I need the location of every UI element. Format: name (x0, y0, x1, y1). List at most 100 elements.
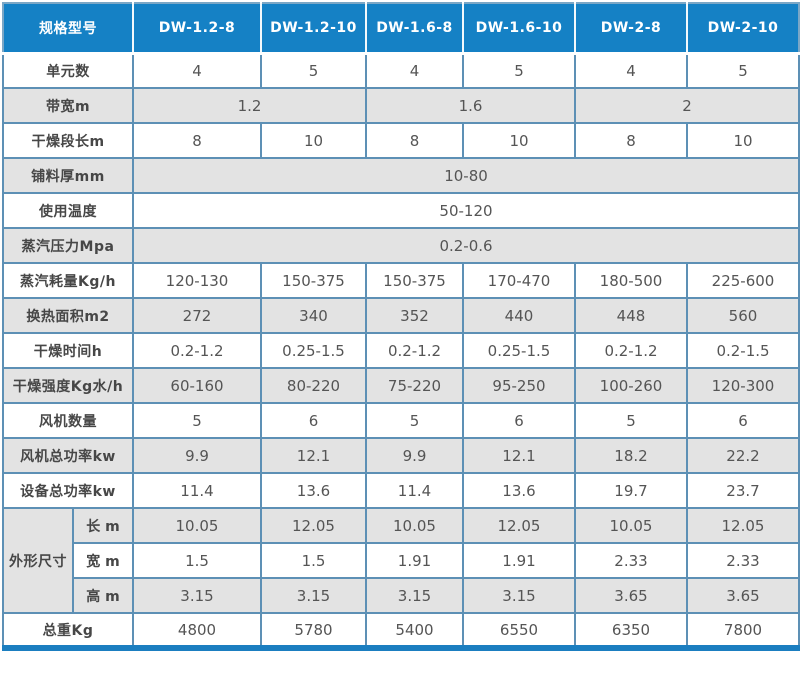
spec-value-cell: 150-375 (260, 262, 367, 299)
row-label: 干燥段长m (2, 122, 134, 159)
spec-value-cell: 75-220 (365, 367, 464, 404)
spec-value-cell: 3.65 (574, 577, 688, 614)
table-row: 风机总功率kw 9.9 12.1 9.9 12.1 18.2 22.2 (2, 437, 800, 474)
spec-value-cell: 8 (365, 122, 464, 159)
row-group-label: 外形尺寸 (2, 507, 74, 614)
spec-value-cell: 10.05 (365, 507, 464, 544)
row-label: 总重Kg (2, 612, 134, 649)
spec-value-cell: 5 (686, 52, 800, 89)
model-column-header: DW-1.6-10 (462, 3, 575, 55)
spec-value-cell: 10 (686, 122, 800, 159)
spec-value-cell: 5 (365, 402, 464, 439)
spec-value-cell: 6550 (462, 612, 576, 649)
spec-value-cell: 560 (686, 297, 800, 334)
spec-value-cell: 1.6 (365, 87, 576, 124)
spec-value-cell: 5 (260, 52, 367, 89)
spec-value-cell: 3.15 (462, 577, 576, 614)
spec-value-cell: 10-80 (132, 157, 800, 194)
spec-value-cell: 3.65 (686, 577, 800, 614)
spec-value-cell: 2.33 (574, 542, 688, 579)
spec-value-cell: 440 (462, 297, 576, 334)
spec-value-cell: 12.05 (686, 507, 800, 544)
spec-value-cell: 2.33 (686, 542, 800, 579)
table-row: 干燥强度Kg水/h 60-160 80-220 75-220 95-250 100-260… (2, 367, 800, 404)
spec-value-cell: 8 (574, 122, 688, 159)
spec-value-cell: 4800 (132, 612, 262, 649)
spec-value-cell: 170-470 (462, 262, 576, 299)
spec-value-cell: 0.2-1.2 (365, 332, 464, 369)
spec-value-cell: 448 (574, 297, 688, 334)
table-row: 风机数量 5 6 5 6 5 6 (2, 402, 800, 439)
table-row: 总重Kg 4800 5780 5400 6550 6350 7800 (2, 612, 800, 649)
row-label: 单元数 (2, 52, 134, 89)
spec-value-cell: 180-500 (574, 262, 688, 299)
product-spec-table: 规格型号 DW-1.2-8 DW-1.2-10 DW-1.6-8 DW-1.6-10 DW… (2, 2, 800, 651)
table-body: 单元数 4 5 4 5 4 5 带宽m 1.2 1.6 2 干燥段长m 8 10 8 10 8 10 铺料厚mm 10… (2, 52, 800, 649)
spec-value-cell: 0.25-1.5 (260, 332, 367, 369)
spec-value-cell: 225-600 (686, 262, 800, 299)
table-row: 干燥段长m 8 10 8 10 8 10 (2, 122, 800, 159)
spec-value-cell: 1.5 (132, 542, 262, 579)
spec-value-cell: 12.1 (462, 437, 576, 474)
table-row: 蒸汽耗量Kg/h 120-130 150-375 150-375 170-470 180-… (2, 262, 800, 299)
spec-value-cell: 10.05 (574, 507, 688, 544)
spec-value-cell: 80-220 (260, 367, 367, 404)
spec-value-cell: 12.05 (462, 507, 576, 544)
spec-value-cell: 60-160 (132, 367, 262, 404)
table-row: 使用温度 50-120 (2, 192, 800, 229)
spec-table-container: 规格型号 DW-1.2-8 DW-1.2-10 DW-1.6-8 DW-1.6-10 DW… (2, 2, 800, 651)
row-label: 蒸汽耗量Kg/h (2, 262, 134, 299)
row-label: 设备总功率kw (2, 472, 134, 509)
spec-value-cell: 6 (686, 402, 800, 439)
row-label: 干燥强度Kg水/h (2, 367, 134, 404)
spec-value-cell: 9.9 (365, 437, 464, 474)
spec-value-cell: 3.15 (132, 577, 262, 614)
spec-value-cell: 0.2-0.6 (132, 227, 800, 264)
spec-value-cell: 0.2-1.2 (574, 332, 688, 369)
spec-value-cell: 9.9 (132, 437, 262, 474)
spec-value-cell: 12.1 (260, 437, 367, 474)
row-sublabel: 高 m (72, 577, 134, 614)
spec-value-cell: 1.5 (260, 542, 367, 579)
spec-value-cell: 5780 (260, 612, 367, 649)
spec-value-cell: 0.2-1.5 (686, 332, 800, 369)
spec-value-cell: 23.7 (686, 472, 800, 509)
table-row: 设备总功率kw 11.4 13.6 11.4 13.6 19.7 23.7 (2, 472, 800, 509)
table-row: 带宽m 1.2 1.6 2 (2, 87, 800, 124)
spec-value-cell: 95-250 (462, 367, 576, 404)
spec-value-cell: 12.05 (260, 507, 367, 544)
table-row: 宽 m 1.5 1.5 1.91 1.91 2.33 2.33 (3, 542, 800, 579)
row-label: 使用温度 (2, 192, 134, 229)
spec-value-cell: 6 (462, 402, 576, 439)
spec-value-cell: 18.2 (574, 437, 688, 474)
row-label: 风机数量 (2, 402, 134, 439)
spec-value-cell: 120-300 (686, 367, 800, 404)
spec-model-header: 规格型号 (3, 3, 133, 55)
spec-value-cell: 10 (260, 122, 367, 159)
model-column-header: DW-1.2-8 (132, 3, 261, 55)
spec-value-cell: 120-130 (132, 262, 262, 299)
table-row: 干燥时间h 0.2-1.2 0.25-1.5 0.2-1.2 0.25-1.5 0.2-1… (2, 332, 800, 369)
spec-value-cell: 5 (132, 402, 262, 439)
spec-value-cell: 11.4 (365, 472, 464, 509)
row-sublabel: 宽 m (72, 542, 134, 579)
spec-value-cell: 0.2-1.2 (132, 332, 262, 369)
row-label: 铺料厚mm (2, 157, 134, 194)
table-header-row: 规格型号 DW-1.2-8 DW-1.2-10 DW-1.6-8 DW-1.6-10 DW… (3, 3, 799, 55)
row-label: 带宽m (2, 87, 134, 124)
spec-value-cell: 6 (260, 402, 367, 439)
spec-value-cell: 100-260 (574, 367, 688, 404)
spec-value-cell: 5400 (365, 612, 464, 649)
spec-value-cell: 272 (132, 297, 262, 334)
table-row: 换热面积m2 272 340 352 440 448 560 (2, 297, 800, 334)
spec-value-cell: 1.2 (132, 87, 367, 124)
model-column-header: DW-1.6-8 (365, 3, 463, 55)
spec-value-cell: 4 (365, 52, 464, 89)
table-row: 高 m 3.15 3.15 3.15 3.15 3.65 3.65 (3, 577, 800, 614)
spec-value-cell: 150-375 (365, 262, 464, 299)
spec-value-cell: 4 (574, 52, 688, 89)
spec-value-cell: 1.91 (462, 542, 576, 579)
spec-value-cell: 10.05 (132, 507, 262, 544)
spec-value-cell: 3.15 (365, 577, 464, 614)
row-label: 换热面积m2 (2, 297, 134, 334)
